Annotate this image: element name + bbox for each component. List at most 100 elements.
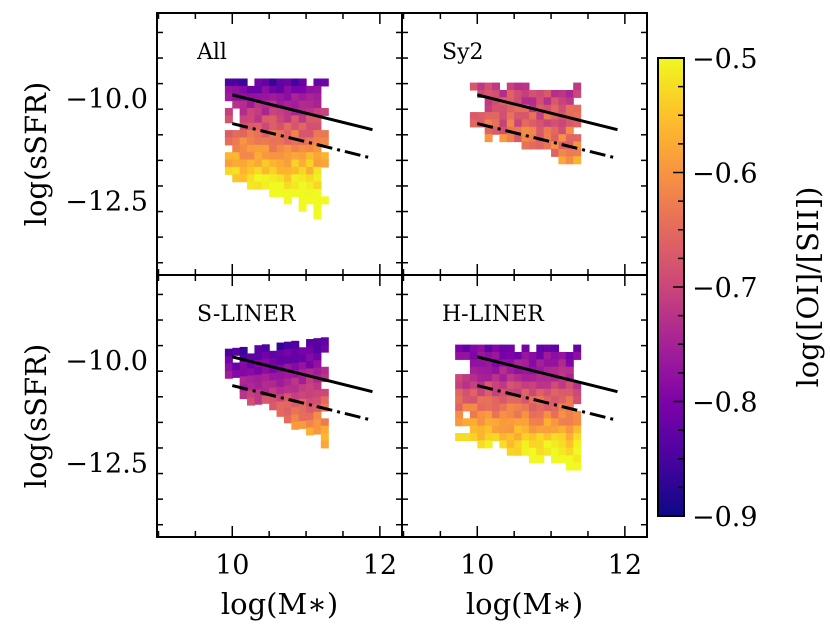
heatmap-cell — [269, 402, 278, 411]
heatmap-cell — [536, 410, 545, 419]
heatmap-cell — [306, 427, 315, 436]
heatmap-cell — [469, 366, 478, 375]
heatmap-cell — [455, 344, 464, 353]
heatmap-cell — [306, 361, 315, 370]
heatmap-cell — [298, 122, 307, 131]
heatmap-cell — [543, 418, 552, 427]
heatmap-cell — [269, 365, 278, 374]
heatmap-cell — [313, 174, 322, 183]
heatmap-cell — [506, 97, 515, 106]
heatmap-cell — [551, 433, 560, 441]
heatmap-cell — [528, 433, 537, 441]
heatmap-cell — [313, 367, 322, 376]
heatmap-cell — [291, 421, 300, 430]
heatmap-cell — [306, 383, 315, 392]
heatmap-cell — [283, 85, 292, 94]
heatmap-cell — [239, 144, 248, 153]
heatmap-cell — [528, 381, 537, 390]
heatmap-cell — [469, 388, 478, 397]
heatmap-cell — [313, 100, 322, 109]
heatmap-cell — [492, 396, 501, 405]
heatmap-cell — [254, 100, 263, 109]
heatmap-cell — [269, 380, 278, 389]
heatmap-cell — [276, 357, 285, 366]
heatmap-cell — [276, 107, 285, 116]
heatmap-cell — [492, 104, 501, 113]
heatmap-cell — [528, 418, 537, 427]
heatmap-cell — [254, 107, 263, 116]
x-axis-title: log(M∗) — [221, 587, 338, 621]
heatmap-cell — [506, 440, 515, 449]
heatmap-cell — [558, 440, 567, 449]
heatmap-cell — [298, 376, 307, 385]
heatmap-cell — [247, 137, 256, 146]
heatmap-cell — [565, 97, 574, 106]
heatmap-cell — [573, 418, 582, 427]
heatmap-cell — [455, 374, 464, 383]
heatmap-cell — [469, 351, 478, 360]
heatmap-cell — [298, 391, 307, 400]
heatmap-cell — [224, 115, 233, 124]
heatmap-cell — [306, 152, 315, 161]
heatmap-cell — [306, 174, 315, 183]
heatmap-cell — [269, 93, 278, 102]
heatmap-cell — [506, 396, 515, 405]
heatmap-cell — [484, 134, 493, 143]
heatmap-cell — [239, 361, 248, 370]
heatmap-cell — [558, 351, 567, 360]
heatmap-cell — [455, 351, 464, 360]
heatmap-cell — [313, 115, 322, 124]
heatmap-cell — [543, 359, 552, 368]
heatmap-cell — [492, 119, 501, 128]
heatmap-cell — [320, 433, 329, 442]
heatmap-cell — [558, 97, 567, 106]
heatmap-cell — [514, 433, 523, 441]
heatmap-cell — [558, 418, 567, 427]
heatmap-cell — [291, 85, 300, 94]
heatmap-cell — [543, 126, 552, 135]
heatmap-cell — [298, 93, 307, 102]
heatmap-cell — [492, 403, 501, 412]
panel-s-liner — [224, 337, 373, 449]
heatmap-cell — [313, 144, 322, 153]
heatmap-cell — [484, 403, 493, 412]
heatmap-cell — [558, 396, 567, 405]
heatmap-cell — [492, 82, 501, 91]
heatmap-cell — [291, 189, 300, 197]
y-tick-label: −12.5 — [65, 448, 148, 479]
heatmap-cell — [573, 82, 582, 91]
heatmap-cell — [232, 159, 241, 168]
heatmap-cell — [521, 410, 530, 419]
heatmap-cell — [506, 425, 515, 434]
heatmap-cell — [276, 342, 285, 351]
heatmap-cell — [291, 355, 300, 364]
heatmap-cell — [276, 93, 285, 102]
heatmap-cell — [477, 374, 486, 383]
heatmap-cell — [484, 89, 493, 98]
heatmap-cell — [306, 100, 315, 109]
heatmap-cell — [477, 440, 486, 449]
heatmap-cell — [528, 396, 537, 405]
heatmap-cell — [499, 440, 508, 449]
heatmap-cell — [306, 107, 315, 116]
heatmap-cell — [254, 389, 263, 398]
heatmap-cell — [543, 440, 552, 449]
heatmap-cell — [558, 381, 567, 390]
heatmap-cell — [247, 85, 256, 94]
heatmap-cell — [469, 359, 478, 368]
heatmap-cell — [261, 351, 270, 360]
heatmap-cell — [521, 366, 530, 375]
y-tick-label: −10.0 — [65, 346, 148, 377]
heatmap-cell — [528, 447, 537, 456]
heatmap-cell — [477, 425, 486, 434]
heatmap-cell — [269, 166, 278, 175]
heatmap-cell — [224, 137, 233, 146]
heatmap-cell — [506, 104, 515, 113]
heatmap-cell — [254, 130, 263, 139]
heatmap-cell — [283, 93, 292, 102]
heatmap-cell — [306, 115, 315, 124]
heatmap-cell — [514, 388, 523, 397]
heatmap-cell — [320, 396, 329, 405]
heatmap-cell — [320, 425, 329, 434]
